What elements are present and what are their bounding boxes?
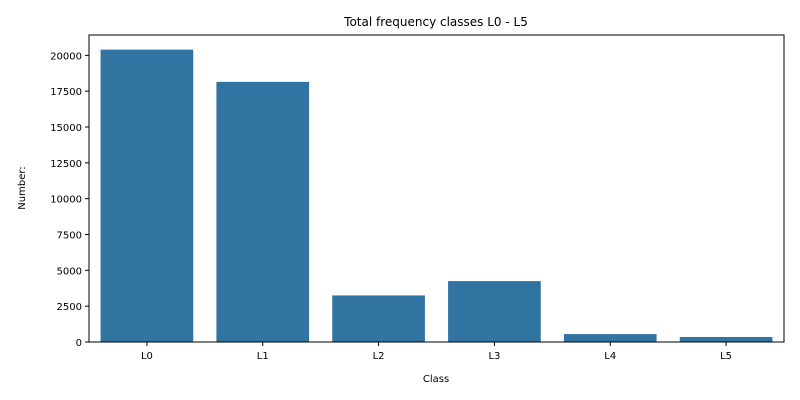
- bar-L2: [332, 295, 425, 342]
- x-axis-label: Class: [423, 374, 449, 385]
- x-tick-label: L5: [720, 351, 732, 362]
- y-tick-label: 20000: [50, 51, 82, 62]
- y-tick-label: 5000: [57, 266, 82, 277]
- plot-frame: [88, 34, 785, 343]
- x-tick-label: L3: [488, 351, 500, 362]
- bar-L3: [448, 281, 541, 342]
- x-tick-label: L2: [373, 351, 385, 362]
- bar-L1: [216, 81, 310, 342]
- x-axis-ticks: L0 L1 L2 L3 L4 L5: [141, 342, 732, 362]
- y-axis-label: Number:: [17, 166, 28, 209]
- bar-L5: [679, 336, 773, 342]
- bar-L0: [100, 49, 194, 342]
- y-tick-label: 10000: [50, 195, 82, 206]
- y-tick-label: 7500: [57, 231, 82, 242]
- bars-group: [100, 49, 773, 342]
- bar-L4: [563, 334, 657, 342]
- y-tick-label: 12500: [50, 159, 82, 170]
- y-tick-label: 17500: [50, 87, 82, 98]
- y-tick-label: 15000: [50, 123, 82, 134]
- y-axis-ticks: 0 2500 5000 7500 10000 12500 15000 17500 20000: [50, 51, 89, 349]
- x-tick-label: L4: [604, 351, 616, 362]
- y-tick-label: 0: [76, 338, 82, 349]
- x-tick-label: L0: [141, 351, 153, 362]
- x-tick-label: L1: [257, 351, 269, 362]
- y-tick-label: 2500: [57, 302, 82, 313]
- chart-title: Total frequency classes L0 - L5: [343, 15, 528, 29]
